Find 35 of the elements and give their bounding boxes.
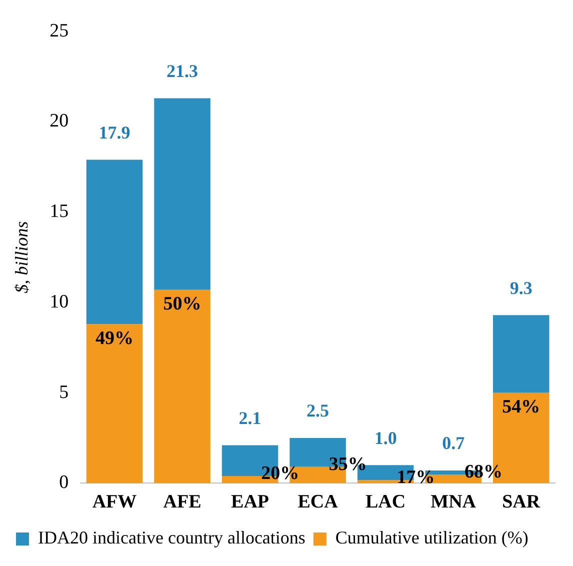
- y-tick-label: 25: [50, 20, 69, 42]
- annotation: 49%: [95, 328, 134, 350]
- y-axis-title: $, billions: [12, 221, 32, 294]
- bar: [86, 324, 143, 484]
- bar: [86, 160, 143, 324]
- total-label: 2.1: [238, 408, 262, 428]
- bar: [154, 290, 210, 484]
- total-label: 9.3: [510, 278, 532, 298]
- annotation: 68%: [464, 461, 502, 482]
- total-label: 2.5: [306, 400, 330, 421]
- x-tick-label: AFE: [163, 492, 202, 513]
- total-label: 0.7: [442, 433, 465, 454]
- y-tick-label: 15: [50, 201, 69, 222]
- annotation: 54%: [502, 396, 540, 418]
- y-tick-label: 0: [59, 472, 69, 494]
- x-tick-label: ECA: [298, 492, 338, 513]
- y-tick-label: 5: [59, 382, 69, 403]
- legend-label: Cumulative utilization (%): [335, 528, 528, 548]
- bar: [154, 98, 210, 290]
- annotation: 20%: [261, 462, 300, 484]
- annotation: 50%: [163, 294, 202, 315]
- x-tick-label: LAC: [366, 492, 406, 513]
- annotation: 35%: [328, 454, 367, 475]
- y-tick-label: 10: [50, 291, 69, 312]
- total-label: 17.9: [98, 122, 130, 142]
- total-label: 1.0: [374, 428, 397, 448]
- bar: [492, 315, 550, 393]
- x-tick-label: SAR: [502, 492, 540, 513]
- annotation: 17%: [396, 467, 435, 488]
- x-tick-label: AFW: [92, 492, 137, 513]
- x-tick-label: EAP: [231, 492, 270, 513]
- legend-label: IDA20 indicative country allocations: [38, 528, 306, 548]
- total-label: 21.3: [166, 60, 198, 81]
- x-tick-label: MNA: [430, 492, 476, 513]
- y-tick-label: 20: [50, 110, 69, 132]
